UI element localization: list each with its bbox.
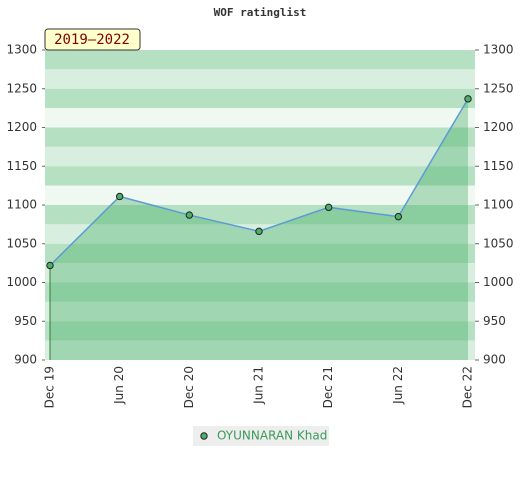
y-tick-label: 1300 xyxy=(6,43,37,57)
x-tick-label: Dec 20 xyxy=(182,366,196,408)
chart-title: WOF ratinglist xyxy=(214,6,307,19)
x-tick-label: Jun 22 xyxy=(391,366,405,405)
band xyxy=(45,50,475,70)
marker xyxy=(324,203,333,212)
band xyxy=(45,243,475,264)
y-tick-label: 1100 xyxy=(6,198,37,212)
band xyxy=(45,282,475,302)
marker xyxy=(255,227,263,236)
x-tick-label: Dec 22 xyxy=(461,366,475,408)
y2-tick-label: 1000 xyxy=(483,275,514,289)
y-tick-label: 950 xyxy=(14,314,37,328)
band xyxy=(45,127,475,147)
y2-tick-label: 1100 xyxy=(483,198,514,212)
marker xyxy=(46,261,54,270)
x-tick-label: Jun 20 xyxy=(112,366,126,405)
y-tick-label: 1050 xyxy=(6,236,37,250)
y2-tick-label: 1250 xyxy=(483,81,514,95)
marker xyxy=(394,212,403,221)
band xyxy=(45,185,475,205)
band xyxy=(45,205,475,225)
band xyxy=(45,146,475,167)
y-tick-label: 1250 xyxy=(6,81,37,95)
marker xyxy=(185,211,194,219)
y2-tick-label: 950 xyxy=(483,314,506,328)
annotation: 2019–2022 xyxy=(54,32,130,48)
band xyxy=(45,88,475,109)
y2-tick-label: 1300 xyxy=(483,43,514,57)
y-tick-label: 1000 xyxy=(6,275,37,289)
annotation-box xyxy=(44,28,141,51)
band xyxy=(45,166,475,186)
band xyxy=(45,321,475,341)
marker xyxy=(115,192,124,201)
band xyxy=(45,108,475,128)
band xyxy=(45,301,475,322)
y-tick-label: 1150 xyxy=(6,159,37,173)
y-tick-label: 900 xyxy=(14,353,37,367)
band xyxy=(45,263,475,283)
plot-background xyxy=(45,50,475,360)
y2-tick-label: 1050 xyxy=(483,236,514,250)
legend-marker xyxy=(200,432,208,440)
y-tick-label: 1200 xyxy=(6,120,37,134)
x-tick-label: Dec 19 xyxy=(43,366,57,408)
y2-tick-label: 1150 xyxy=(483,159,514,173)
band xyxy=(45,69,475,89)
band xyxy=(45,340,475,360)
legend xyxy=(193,426,329,446)
y2-tick-label: 900 xyxy=(483,353,506,367)
x-tick-label: Dec 21 xyxy=(321,366,335,408)
legend-label: OYUNNARAN Khad xyxy=(217,429,327,443)
marker xyxy=(464,95,472,103)
y2-tick-label: 1200 xyxy=(483,120,514,134)
x-tick-label: Jun 21 xyxy=(252,366,266,405)
area xyxy=(50,98,468,360)
